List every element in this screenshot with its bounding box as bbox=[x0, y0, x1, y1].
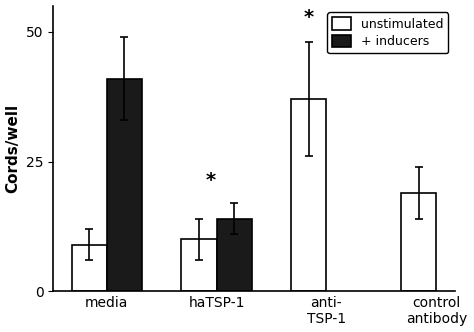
Text: *: * bbox=[206, 171, 216, 190]
Bar bbox=[217, 219, 252, 291]
Y-axis label: Cords/well: Cords/well bbox=[6, 104, 20, 193]
Bar bbox=[107, 79, 142, 291]
Bar bbox=[292, 99, 327, 291]
Text: *: * bbox=[304, 8, 314, 27]
Bar bbox=[401, 193, 436, 291]
Legend: unstimulated, + inducers: unstimulated, + inducers bbox=[327, 12, 448, 53]
Bar bbox=[72, 245, 107, 291]
Bar bbox=[182, 239, 217, 291]
